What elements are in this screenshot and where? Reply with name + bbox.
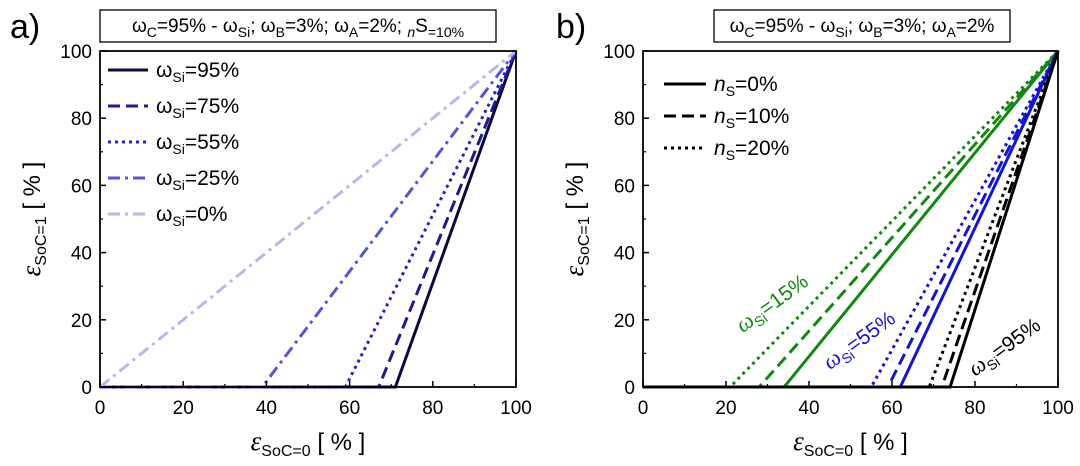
legend-label: ωSi=95% — [156, 59, 239, 85]
x-tick-label: 60 — [881, 398, 902, 419]
x-axis-label: εSoC=0 [ % ] — [251, 426, 366, 460]
y-axis-label: εSoC=1 [ % ] — [16, 162, 50, 277]
y-tick-label: 40 — [71, 244, 92, 265]
y-axis-label: εSoC=1 [ % ] — [559, 162, 593, 277]
x-tick-label: 0 — [638, 398, 649, 419]
legend-label: ωSi=55% — [156, 131, 239, 157]
series-annotation: ωSi=55% — [818, 305, 902, 376]
x-tick-label: 20 — [715, 398, 736, 419]
y-tick-label: 0 — [81, 378, 92, 399]
x-tick-label: 100 — [1042, 398, 1074, 419]
y-tick-label: 100 — [603, 42, 635, 63]
y-tick-label: 80 — [71, 109, 92, 130]
legend-label: nS=10% — [714, 105, 789, 131]
x-tick-label: 40 — [798, 398, 819, 419]
y-tick-label: 60 — [71, 176, 92, 197]
x-tick-label: 60 — [339, 398, 360, 419]
legend-label: ωSi=0% — [156, 203, 227, 229]
y-tick-label: 80 — [614, 109, 635, 130]
y-tick-label: 60 — [614, 176, 635, 197]
y-tick-label: 100 — [60, 42, 92, 63]
x-axis-label: εSoC=0 [ % ] — [793, 426, 908, 460]
legend-label: nS=0% — [714, 73, 778, 99]
y-tick-label: 0 — [624, 378, 635, 399]
legend-label: ωSi=75% — [156, 95, 239, 121]
y-tick-label: 20 — [71, 311, 92, 332]
x-tick-label: 100 — [500, 398, 532, 419]
chart-title: ωC=95% - ωSi; ωB=3%; ωA=2% — [730, 16, 995, 40]
series-annotation: ωSi=95% — [963, 312, 1047, 383]
x-tick-label: 40 — [256, 398, 277, 419]
series-line — [99, 49, 517, 389]
series-annotation: ωSi=15% — [731, 268, 815, 339]
x-tick-label: 0 — [95, 398, 106, 419]
series-line — [643, 50, 1060, 389]
y-tick-label: 20 — [614, 311, 635, 332]
legend-label: ωSi=25% — [156, 167, 239, 193]
x-tick-label: 80 — [422, 398, 443, 419]
title-box — [99, 9, 497, 43]
chart-title: ωC=95% - ωSi; ωB=3%; ωA=2%; nS=10% — [132, 16, 464, 40]
legend-label: nS=20% — [714, 137, 789, 163]
y-tick-label: 40 — [614, 244, 635, 265]
panel-label: a) — [10, 8, 40, 46]
x-tick-label: 20 — [173, 398, 194, 419]
x-tick-label: 80 — [964, 398, 985, 419]
panel-label: b) — [556, 8, 586, 46]
title-box — [713, 9, 1011, 43]
series-line — [643, 50, 1060, 389]
